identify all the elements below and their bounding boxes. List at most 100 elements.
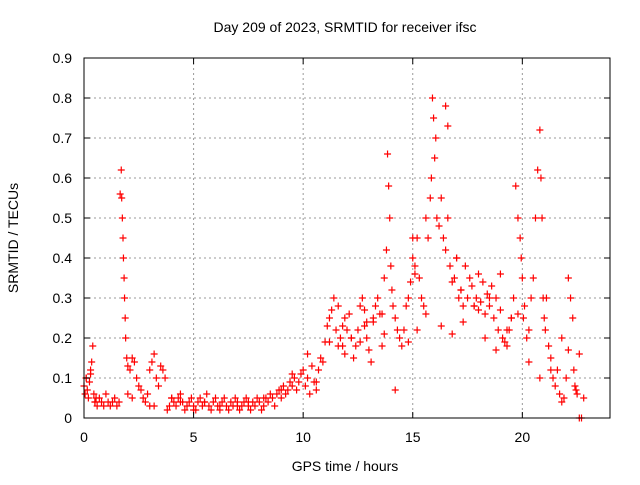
data-point [541,326,549,334]
data-point [556,390,564,398]
data-point [347,334,355,342]
data-point [431,154,439,162]
chart-title: Day 209 of 2023, SRMTID for receiver ifs… [214,19,477,35]
data-point [363,318,371,326]
axis-ticks: 0 0.1 0.2 0.3 0.4 0.5 0.6 0.7 0.8 0.9 0 5 10 15 20 [53,50,610,445]
data-point [475,306,482,314]
data-point [115,398,123,406]
data-point [116,190,124,198]
y-tick-label: 0.5 [53,210,73,226]
data-point [137,386,145,394]
data-point [282,390,290,398]
data-point [411,262,419,270]
data-point [323,322,331,330]
data-point [119,254,127,262]
y-tick-label: 0 [64,410,72,426]
x-tick-label: 0 [80,429,88,445]
data-point [448,330,456,338]
data-point [255,398,263,406]
data-point [378,342,386,350]
data-point [343,326,351,334]
data-point [464,294,472,302]
data-point [422,310,430,318]
data-point [128,394,136,402]
data-point [317,354,325,362]
y-tick-label: 0.3 [53,290,73,306]
data-point [144,390,152,398]
data-point [90,390,98,398]
grid-lines [84,58,610,418]
data-point [531,214,539,222]
data-point [457,286,465,294]
x-tick-label: 20 [515,429,531,445]
data-point [150,402,158,410]
data-point [494,326,502,334]
data-point [201,398,209,406]
data-point [391,386,399,394]
data-point [128,354,136,362]
data-point [119,234,127,242]
data-point [391,314,399,322]
data-point [277,394,285,402]
data-point [205,402,213,410]
data-point [404,338,412,346]
data-point [203,390,211,398]
data-point [407,278,415,286]
data-point [312,378,320,386]
data-point [499,334,507,342]
data-point [413,326,421,334]
data-point [286,378,294,386]
data-point [388,286,396,294]
data-point [218,398,226,406]
data-point [155,382,163,390]
data-point [444,122,452,130]
data-point [470,302,478,310]
data-point [558,334,566,342]
data-point [350,354,358,362]
data-point [525,358,533,366]
data-point [120,274,128,282]
data-point [295,378,303,386]
data-point [527,294,535,302]
data-point [251,402,259,410]
data-point [575,350,583,358]
data-point [124,390,132,398]
data-point [446,262,454,270]
data-point [468,282,476,290]
data-point [400,326,408,334]
data-point [538,214,546,222]
data-point [570,366,578,374]
data-point [534,166,542,174]
data-point [288,370,296,378]
data-point [459,318,467,326]
data-point [448,278,456,286]
y-tick-label: 0.8 [53,90,73,106]
data-point [415,274,423,282]
data-point [507,314,515,322]
data-point [560,394,568,402]
data-point [268,394,276,402]
data-point [569,314,577,322]
data-point [537,174,545,182]
data-point [529,274,537,282]
data-point [378,310,386,318]
x-axis-label: GPS time / hours [292,458,399,474]
data-point [212,394,219,402]
data-point [325,314,333,322]
data-point [481,310,489,318]
data-point [260,394,268,402]
data-point [290,374,298,382]
x-tick-label: 10 [295,429,311,445]
data-point [187,394,195,402]
data-point [279,382,287,390]
data-point [122,334,130,342]
data-point [117,166,125,174]
data-point [510,294,518,302]
data-point [444,214,452,222]
data-point [152,374,160,382]
data-point [496,270,504,278]
data-point [459,302,467,310]
data-point [422,214,430,222]
